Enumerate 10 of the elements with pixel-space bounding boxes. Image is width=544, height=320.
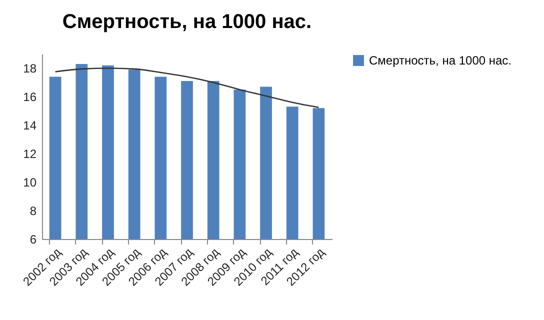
y-tick-label: 14 bbox=[23, 118, 37, 133]
y-tick-label: 12 bbox=[23, 147, 37, 162]
y-tick-label: 8 bbox=[30, 204, 37, 218]
y-tick-label: 6 bbox=[30, 232, 37, 246]
y-tick-label: 16 bbox=[23, 90, 37, 104]
line-series bbox=[54, 68, 320, 108]
chart-title: Смертность, на 1000 нас. bbox=[62, 11, 312, 33]
y-tick-label: 18 bbox=[23, 62, 37, 76]
legend-label: Смертность, на 1000 нас. bbox=[369, 54, 512, 68]
y-tick-label: 10 bbox=[23, 176, 37, 190]
